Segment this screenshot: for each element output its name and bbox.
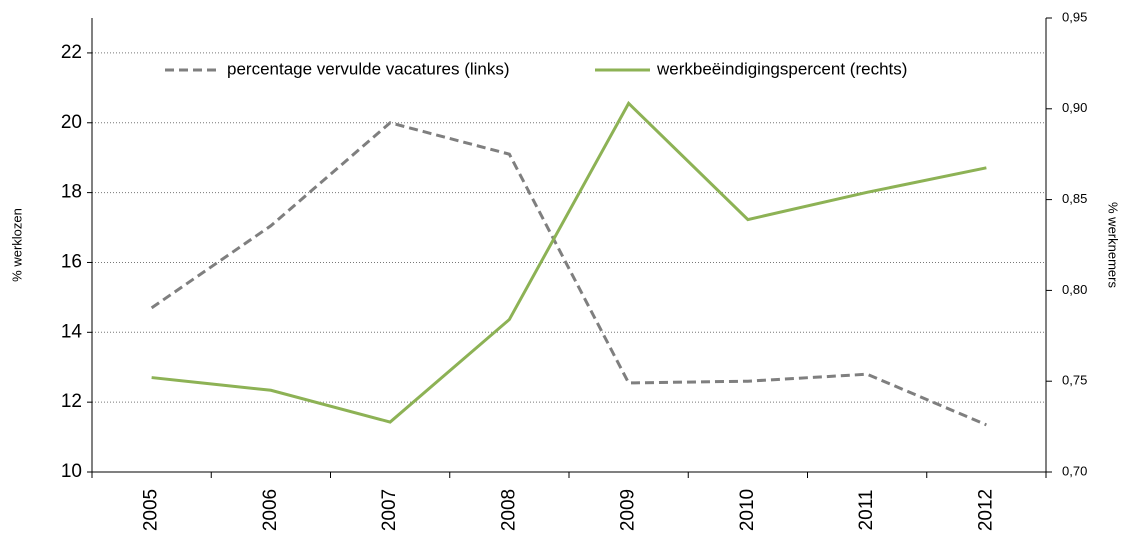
y2-axis-label: % werknemers: [1106, 202, 1121, 288]
legend-label: werkbeëindigingspercent (rechts): [656, 59, 907, 78]
legend-label: percentage vervulde vacatures (links): [227, 59, 510, 78]
y2-tick-label: 0,95: [1062, 9, 1087, 24]
y-tick-label: 12: [61, 391, 82, 412]
x-tick-label: 2009: [618, 489, 639, 531]
y-tick-label: 16: [61, 251, 82, 272]
y-tick-label: 18: [61, 182, 82, 203]
y-tick-label: 10: [61, 461, 82, 482]
x-tick-label: 2011: [856, 490, 877, 531]
x-tick-label: 2007: [379, 489, 400, 531]
y-tick-label: 20: [61, 112, 82, 133]
y2-tick-label: 0,75: [1062, 373, 1087, 388]
y-tick-label: 14: [61, 321, 83, 342]
x-tick-label: 2010: [737, 489, 758, 531]
x-tick-label: 2005: [141, 489, 162, 531]
y2-tick-label: 0,80: [1062, 282, 1087, 297]
series-line: [150, 121, 987, 427]
series-line: [151, 100, 987, 424]
x-tick-label: 2012: [975, 489, 996, 531]
y-tick-label: 22: [61, 42, 82, 63]
y2-tick-label: 0,90: [1062, 100, 1087, 115]
y-axis-label: % werklozen: [9, 208, 24, 282]
y2-tick-label: 0,85: [1062, 191, 1087, 206]
x-tick-label: 2006: [260, 489, 281, 531]
x-tick-label: 2008: [498, 489, 519, 531]
y2-tick-label: 0,70: [1062, 463, 1087, 478]
